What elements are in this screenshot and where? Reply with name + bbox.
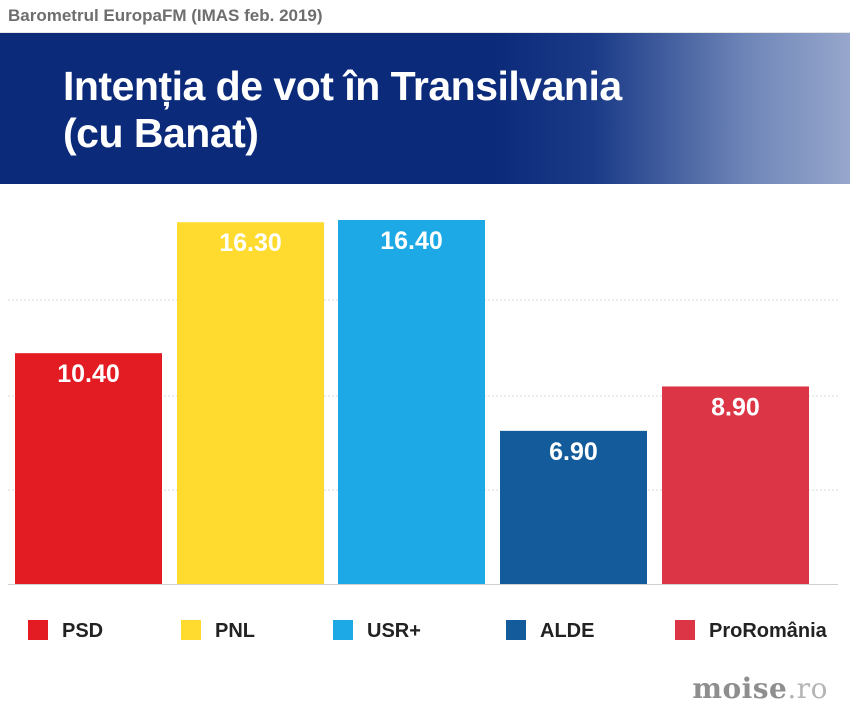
legend-swatch [333, 620, 353, 640]
brand-watermark: moise.ro [692, 672, 828, 705]
brand-name: moise [692, 672, 788, 705]
bar-value-label: 8.90 [711, 393, 760, 421]
legend-label: PSD [62, 620, 103, 642]
legend-label: ProRomânia [709, 620, 828, 642]
bar-psd [15, 353, 162, 584]
bar-alde [500, 430, 647, 584]
legend-swatch [28, 620, 48, 640]
bar-chart: 10.40 16.30 16.40 6.90 8.90 PSD PNL USR+ ALDE Pro… [8, 220, 838, 642]
top-bar: Barometrul EuropaFM (IMAS feb. 2019) [0, 0, 850, 33]
legend-label: ALDE [540, 620, 594, 642]
bar-value-label: 16.40 [380, 227, 443, 255]
chart-title-line-2: (cu Banat) [63, 110, 259, 156]
chart-header: Intenția de vot în Transilvania (cu Bana… [0, 33, 850, 184]
bar-usr [338, 220, 485, 584]
chart-title-line-1: Intenția de vot în Transilvania [63, 63, 622, 109]
bar-value-label: 6.90 [549, 438, 598, 466]
bar-value-label: 10.40 [57, 360, 120, 388]
legend-label: USR+ [367, 620, 421, 642]
legend-swatch [181, 620, 201, 640]
source-label: Barometrul EuropaFM (IMAS feb. 2019) [8, 6, 323, 25]
bar-proromnia [662, 386, 809, 584]
brand-suffix: .ro [787, 672, 828, 705]
legend-swatch [675, 620, 695, 640]
bar-value-label: 16.30 [219, 229, 282, 257]
chart-title: Intenția de vot în Transilvania (cu Bana… [63, 63, 622, 157]
bar-pnl [177, 222, 324, 584]
legend-swatch [506, 620, 526, 640]
legend-label: PNL [215, 620, 255, 642]
